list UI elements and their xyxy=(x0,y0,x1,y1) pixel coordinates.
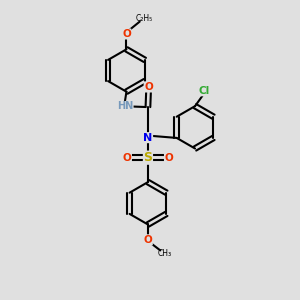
Text: S: S xyxy=(143,151,152,164)
Text: Cl: Cl xyxy=(199,86,210,96)
Text: O: O xyxy=(144,235,152,245)
Text: O: O xyxy=(144,82,153,92)
Text: HN: HN xyxy=(117,101,133,111)
Text: O: O xyxy=(164,153,173,163)
Text: N: N xyxy=(143,133,153,142)
Text: C₂H₅: C₂H₅ xyxy=(136,14,153,23)
Text: O: O xyxy=(122,29,131,39)
Text: O: O xyxy=(123,153,131,163)
Text: CH₃: CH₃ xyxy=(158,249,172,258)
